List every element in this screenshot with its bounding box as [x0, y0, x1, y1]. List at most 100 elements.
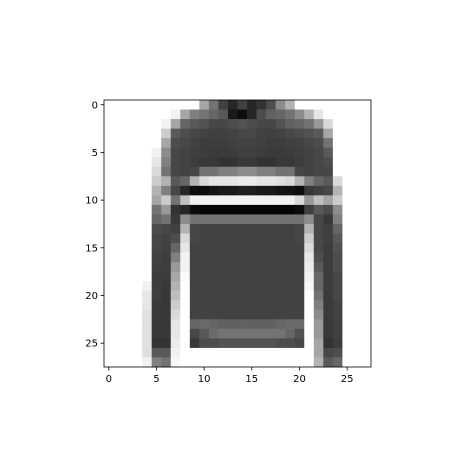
pixel-r10-c1: [113, 195, 124, 206]
pixel-r21-c25: [342, 300, 353, 311]
pixel-r8-c22: [313, 176, 324, 187]
pixel-r13-c9: [189, 223, 200, 234]
pixel-r20-c15: [247, 290, 257, 301]
pixel-r12-c18: [275, 214, 286, 225]
pixel-r22-c0: [104, 309, 114, 320]
pixel-r9-c3: [132, 185, 143, 196]
pixel-r17-c20: [294, 262, 305, 273]
pixel-r8-c23: [323, 176, 334, 187]
pixel-r0-c8: [180, 100, 191, 110]
pixel-r26-c5: [151, 347, 162, 358]
pixel-r2-c25: [342, 119, 353, 130]
pixel-r26-c23: [323, 347, 334, 358]
pixel-r1-c3: [132, 109, 143, 120]
pixel-r16-c16: [256, 252, 267, 263]
pixel-r0-c24: [332, 100, 343, 110]
pixel-r23-c19: [285, 319, 296, 330]
pixel-r16-c8: [180, 252, 191, 263]
pixel-r11-c16: [256, 204, 267, 215]
pixel-r15-c27: [361, 243, 372, 253]
pixel-r17-c10: [199, 262, 210, 273]
pixel-r9-c6: [161, 185, 172, 196]
pixel-r22-c25: [342, 309, 353, 320]
pixel-r13-c24: [332, 223, 343, 234]
pixel-r21-c7: [170, 300, 181, 311]
pixel-r21-c13: [227, 300, 238, 311]
pixel-r18-c14: [237, 271, 248, 282]
pixel-r20-c2: [123, 290, 134, 301]
pixel-r3-c20: [294, 128, 305, 139]
pixel-r25-c19: [285, 338, 296, 349]
pixel-r7-c13: [227, 166, 238, 177]
pixel-r24-c3: [132, 328, 143, 339]
pixel-r12-c21: [304, 214, 315, 225]
pixel-r5-c10: [199, 147, 210, 158]
pixel-r18-c26: [351, 271, 362, 282]
pixel-r4-c1: [113, 138, 124, 149]
pixel-r13-c6: [161, 223, 172, 234]
pixel-r25-c24: [332, 338, 343, 349]
pixel-r20-c23: [323, 290, 334, 301]
pixel-r10-c10: [199, 195, 210, 206]
pixel-r0-c11: [208, 100, 219, 110]
pixel-r27-c7: [170, 357, 181, 368]
pixel-r26-c21: [304, 347, 315, 358]
pixel-r10-c8: [180, 195, 191, 206]
pixel-r16-c24: [332, 252, 343, 263]
pixel-r5-c14: [237, 147, 248, 158]
pixel-r9-c5: [151, 185, 162, 196]
pixel-r9-c7: [170, 185, 181, 196]
pixel-r13-c18: [275, 223, 286, 234]
pixel-r21-c8: [180, 300, 191, 311]
pixel-r6-c18: [275, 157, 286, 168]
y-tick-label-5: 5: [92, 148, 98, 159]
pixel-r10-c14: [237, 195, 248, 206]
pixel-r9-c10: [199, 185, 210, 196]
pixel-r21-c21: [304, 300, 315, 311]
pixel-r5-c21: [304, 147, 315, 158]
pixel-r0-c4: [142, 100, 153, 110]
pixel-r0-c12: [218, 100, 229, 110]
pixel-r9-c0: [104, 185, 114, 196]
pixel-r24-c15: [247, 328, 257, 339]
pixel-r0-c25: [342, 100, 353, 110]
pixel-r8-c21: [304, 176, 315, 187]
pixel-r8-c25: [342, 176, 353, 187]
pixel-r1-c11: [208, 109, 219, 120]
pixel-r25-c8: [180, 338, 191, 349]
pixel-r7-c8: [180, 166, 191, 177]
pixel-r21-c17: [266, 300, 277, 311]
pixel-r8-c18: [275, 176, 286, 187]
pixel-r19-c19: [285, 281, 296, 292]
pixel-r21-c3: [132, 300, 143, 311]
pixel-r3-c8: [180, 128, 191, 139]
pixel-r17-c19: [285, 262, 296, 273]
pixel-r2-c16: [256, 119, 267, 130]
pixel-r10-c13: [227, 195, 238, 206]
pixel-r12-c13: [227, 214, 238, 225]
pixel-r6-c13: [227, 157, 238, 168]
pixel-r11-c27: [361, 204, 372, 215]
pixel-r25-c14: [237, 338, 248, 349]
pixel-r16-c26: [351, 252, 362, 263]
pixel-r13-c3: [132, 223, 143, 234]
pixel-r23-c3: [132, 319, 143, 330]
pixel-r16-c18: [275, 252, 286, 263]
pixel-r19-c9: [189, 281, 200, 292]
pixel-r24-c23: [323, 328, 334, 339]
pixel-r21-c4: [142, 300, 153, 311]
pixel-r18-c10: [199, 271, 210, 282]
pixel-r22-c23: [323, 309, 334, 320]
pixel-r22-c15: [247, 309, 257, 320]
pixel-r3-c21: [304, 128, 315, 139]
pixel-r26-c27: [361, 347, 372, 358]
pixel-r5-c7: [170, 147, 181, 158]
pixel-r19-c8: [180, 281, 191, 292]
pixel-r3-c7: [170, 128, 181, 139]
pixel-r27-c20: [294, 357, 305, 368]
pixel-r20-c4: [142, 290, 153, 301]
pixel-r21-c0: [104, 300, 114, 311]
pixel-r18-c6: [161, 271, 172, 282]
pixel-r23-c5: [151, 319, 162, 330]
